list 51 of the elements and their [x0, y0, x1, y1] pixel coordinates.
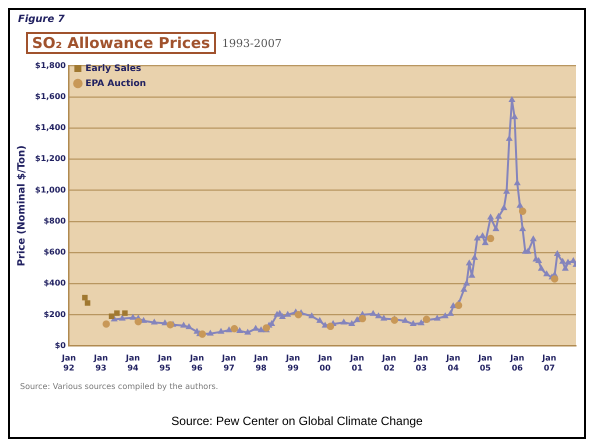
x-tick-label: Jan 02	[381, 354, 396, 372]
y-tick-label: $1,000	[34, 185, 66, 194]
x-tick-label: Jan 04	[445, 354, 461, 372]
point	[294, 310, 302, 318]
point	[122, 310, 128, 316]
point	[84, 300, 90, 306]
point	[198, 330, 206, 338]
y-tick-label: $400	[44, 278, 66, 288]
x-tick-label: Jan 97	[220, 354, 236, 372]
source-note: Source: Pew Center on Global Climate Change	[170, 414, 424, 428]
point	[454, 302, 462, 310]
x-tick-label: Jan 01	[349, 354, 364, 372]
x-tick-label: Jan 06	[509, 354, 525, 372]
x-tick-label: Jan 98	[253, 354, 268, 372]
x-tick-label: Jan 95	[156, 354, 172, 372]
x-tick-label: Jan 92	[60, 354, 76, 372]
legend-label: Early Sales	[85, 64, 142, 74]
y-tick-label: $1,200	[34, 154, 66, 164]
y-tick-label: $600	[44, 248, 66, 257]
point	[390, 316, 398, 324]
point	[102, 320, 110, 328]
x-tick-label: Jan 00	[317, 354, 332, 372]
x-tick-label: Jan 93	[92, 354, 108, 372]
y-tick-label: $1,400	[34, 123, 66, 132]
x-tick-label: Jan 05	[477, 354, 493, 372]
point	[114, 310, 120, 316]
point	[486, 234, 494, 242]
chart-title: SO₂ Allowance Prices	[26, 32, 216, 54]
point	[82, 294, 88, 300]
x-tick-label: Jan 96	[188, 354, 204, 372]
y-tick-label: $1,800	[34, 60, 66, 70]
point	[550, 275, 558, 283]
caption: Figure 7	[18, 14, 65, 25]
y-tick-label: $200	[44, 310, 66, 319]
x-tick-label: Jan 94	[124, 354, 140, 372]
point	[134, 318, 142, 326]
y-tick-label: $0	[54, 340, 66, 350]
y-axis-title: Price (Nominal $/Ton)	[16, 145, 28, 266]
legend-label: EPA Auction	[85, 78, 146, 89]
point	[108, 313, 114, 320]
y-tick-label: $800	[44, 216, 66, 226]
point	[326, 322, 334, 330]
chart-subtitle: 1993-2007	[222, 36, 282, 50]
point	[518, 208, 526, 215]
x-tick-label: Jan 03	[413, 354, 429, 372]
y-tick-label: $1,600	[34, 92, 66, 101]
x-tick-label: Jan 07	[541, 354, 557, 372]
source-note: Source: Various sources compiled by the authors.	[20, 382, 218, 391]
x-tick-label: Jan 99	[285, 354, 300, 372]
point	[166, 321, 174, 328]
point	[358, 314, 366, 322]
